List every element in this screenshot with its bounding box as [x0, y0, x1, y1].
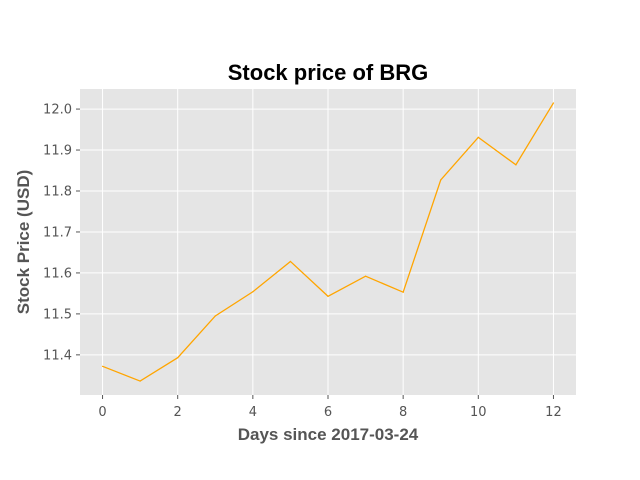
- chart-title: Stock price of BRG: [228, 60, 428, 85]
- y-tick-label: 11.5: [43, 307, 72, 322]
- data-point: [252, 291, 254, 293]
- x-tick-label: 12: [545, 405, 562, 420]
- x-tick-label: 4: [249, 405, 257, 420]
- y-tick-label: 11.6: [43, 266, 72, 281]
- data-point: [364, 275, 367, 277]
- y-tick-label: 12.0: [43, 103, 72, 118]
- x-tick-label: 0: [98, 405, 106, 420]
- series-points: [101, 102, 555, 382]
- data-point: [402, 291, 404, 293]
- y-tick-label: 11.4: [43, 348, 72, 363]
- data-point: [477, 136, 479, 138]
- data-point: [327, 295, 329, 297]
- x-tick-label: 6: [324, 405, 332, 420]
- x-tick-label: 2: [174, 405, 182, 420]
- data-point: [440, 179, 442, 181]
- y-axis-label: Stock Price (USD): [14, 170, 33, 315]
- data-point: [515, 164, 517, 166]
- data-point: [289, 260, 292, 263]
- data-point: [552, 102, 555, 104]
- x-tick-label: 10: [470, 405, 487, 420]
- y-tick-label: 11.7: [43, 225, 72, 240]
- data-point: [177, 357, 179, 359]
- y-tick-label: 11.9: [43, 144, 72, 159]
- data-point: [139, 380, 141, 382]
- data-point: [214, 315, 216, 317]
- grid-lines: [80, 89, 576, 395]
- axis-ticks: 0 2 4 6 8 10 12 11.4 11.5 11.6 11.7 11.8 11.9 12.0: [43, 103, 562, 420]
- data-point: [101, 365, 104, 367]
- x-tick-label: 8: [399, 405, 407, 420]
- y-tick-label: 11.8: [43, 185, 72, 200]
- x-axis-label: Days since 2017-03-24: [238, 425, 419, 444]
